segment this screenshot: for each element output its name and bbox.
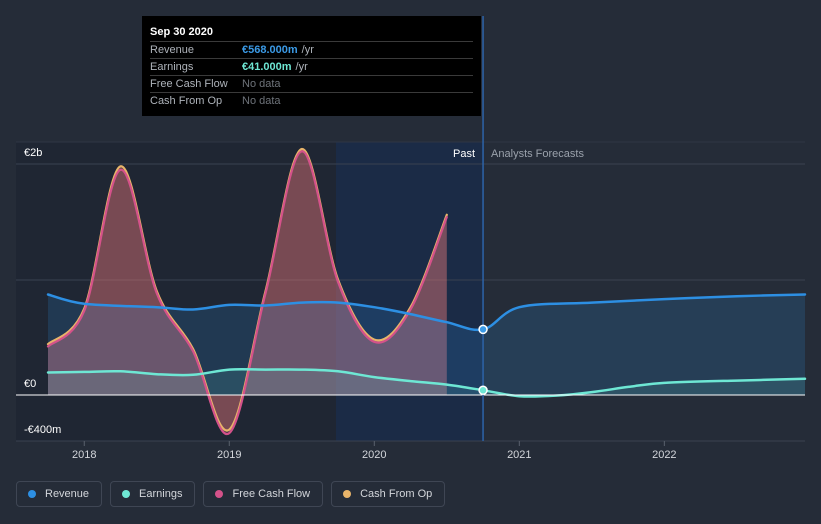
tooltip-label: Earnings xyxy=(150,61,194,73)
tooltip-label: Revenue xyxy=(150,44,195,56)
tooltip-unit: /yr xyxy=(295,61,308,73)
legend-dot-icon xyxy=(122,490,131,498)
legend-label: Cash From Op xyxy=(360,488,433,500)
cfo-area xyxy=(48,148,447,431)
tooltip-label: Free Cash Flow xyxy=(150,78,228,90)
past-label: Past xyxy=(453,148,475,160)
legend-item-revenue[interactable]: Revenue xyxy=(16,481,103,507)
legend-item-earnings[interactable]: Earnings xyxy=(110,481,196,507)
revenue-marker xyxy=(478,324,488,335)
legend-label: Revenue xyxy=(45,488,90,500)
x-tick-label: 2021 xyxy=(507,449,531,461)
data-tooltip: Sep 30 2020 Revenue €568.000m /yr Earnin… xyxy=(142,16,481,116)
legend-item-cash-from-op[interactable]: Cash From Op xyxy=(331,481,446,507)
fcf-area xyxy=(48,151,447,435)
legend: Revenue Earnings Free Cash Flow Cash Fro… xyxy=(16,481,446,507)
tooltip-label: Cash From Op xyxy=(150,95,223,107)
earnings-marker xyxy=(478,385,488,396)
recent-past-band xyxy=(336,142,484,441)
y-tick-label: -€400m xyxy=(24,424,61,436)
legend-label: Earnings xyxy=(139,488,183,500)
x-axis-labels: 2018 2019 2020 2021 2022 xyxy=(72,441,677,461)
tooltip-date: Sep 30 2020 xyxy=(150,26,213,38)
tooltip-value: No data xyxy=(242,78,281,90)
tooltip-value: €41.000m xyxy=(242,61,292,73)
revenue-line xyxy=(46,293,807,332)
fcf-line xyxy=(46,150,448,435)
tooltip-row-revenue: Revenue €568.000m /yr xyxy=(150,41,473,58)
legend-item-free-cash-flow[interactable]: Free Cash Flow xyxy=(203,481,324,507)
y-tick-label: €0 xyxy=(24,378,36,390)
series-lines xyxy=(46,147,807,435)
tooltip-row-earnings: Earnings €41.000m /yr xyxy=(150,58,473,75)
x-tick-label: 2022 xyxy=(652,449,676,461)
y-tick-label: €2b xyxy=(24,147,42,159)
tooltip-value: No data xyxy=(242,95,281,107)
legend-dot-icon xyxy=(343,490,352,498)
gridlines xyxy=(16,141,805,442)
earnings-line xyxy=(46,367,807,398)
tooltip-unit: /yr xyxy=(301,44,314,56)
x-tick-label: 2018 xyxy=(72,449,96,461)
legend-label: Free Cash Flow xyxy=(232,488,311,500)
x-tick-label: 2019 xyxy=(217,449,241,461)
y-axis-labels: €2b €0 -€400m xyxy=(24,147,61,436)
legend-dot-icon xyxy=(28,490,36,498)
x-tick-label: 2020 xyxy=(362,449,386,461)
tooltip-markers xyxy=(478,324,488,396)
forecast-label: Analysts Forecasts xyxy=(491,148,584,160)
tooltip-row-free-cash-flow: Free Cash Flow No data xyxy=(150,75,473,92)
tooltip-value: €568.000m xyxy=(242,44,298,56)
legend-dot-icon xyxy=(215,490,224,498)
tooltip-row-cash-from-op: Cash From Op No data xyxy=(150,92,473,109)
